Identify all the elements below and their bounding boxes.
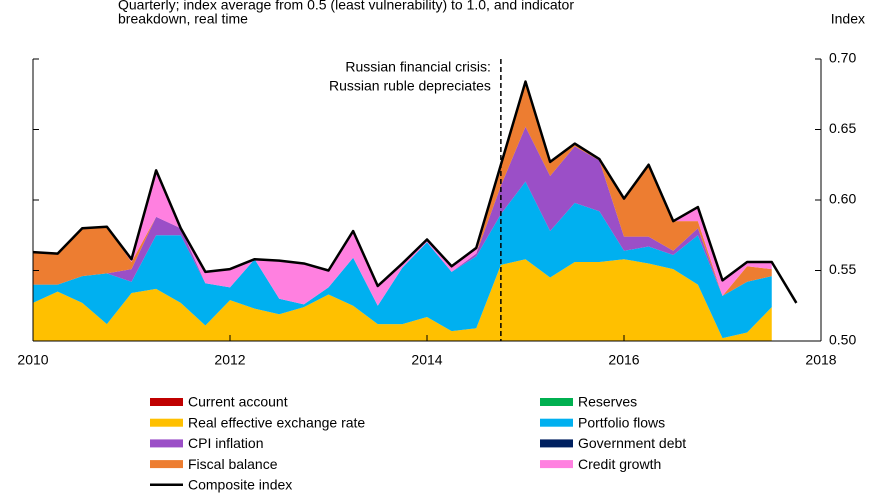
- composite-line: [32, 80, 798, 304]
- legend-label: Government debt: [578, 435, 686, 451]
- annotation-text: Russian ruble depreciates: [329, 78, 491, 94]
- legend-swatch: [540, 460, 573, 469]
- legend-swatch: [150, 398, 183, 406]
- legend-swatch: [540, 439, 573, 448]
- legend-label: Portfolio flows: [578, 414, 665, 430]
- x-tick-label: 2014: [411, 352, 442, 368]
- x-tick-label: 2016: [608, 352, 639, 368]
- area: [33, 259, 772, 341]
- legend-swatch: [540, 398, 573, 406]
- y-axis-label: Index: [831, 11, 865, 27]
- area: [33, 126, 772, 306]
- y-tick-label: 0.55: [829, 261, 856, 277]
- legend-label: Credit growth: [578, 456, 661, 472]
- legend-swatch: [150, 460, 183, 469]
- subtitle: breakdown, real time: [118, 11, 248, 27]
- y-tick-label: 0.70: [829, 50, 856, 66]
- x-tick-label: 2010: [17, 352, 48, 368]
- legend-label: Real effective exchange rate: [188, 414, 365, 430]
- y-tick-label: 0.65: [829, 120, 856, 136]
- legend-label: CPI inflation: [188, 435, 263, 451]
- y-tick-label: 0.60: [829, 191, 856, 207]
- y-tick-label: 0.50: [829, 332, 856, 348]
- legend-label: Fiscal balance: [188, 456, 278, 472]
- x-tick-label: 2012: [214, 352, 245, 368]
- legend-swatch: [150, 418, 183, 427]
- annotation-text: Russian financial crisis:: [345, 59, 491, 75]
- area: [33, 181, 772, 339]
- x-tick-label: 2018: [805, 352, 836, 368]
- subtitle: Quarterly; index average from 0.5 (least…: [118, 0, 574, 13]
- legend-swatch: [540, 418, 573, 427]
- legend-label: Composite index: [188, 477, 292, 493]
- legend-swatch: [150, 439, 183, 448]
- legend-label: Current account: [188, 394, 288, 410]
- legend-label: Reserves: [578, 394, 637, 410]
